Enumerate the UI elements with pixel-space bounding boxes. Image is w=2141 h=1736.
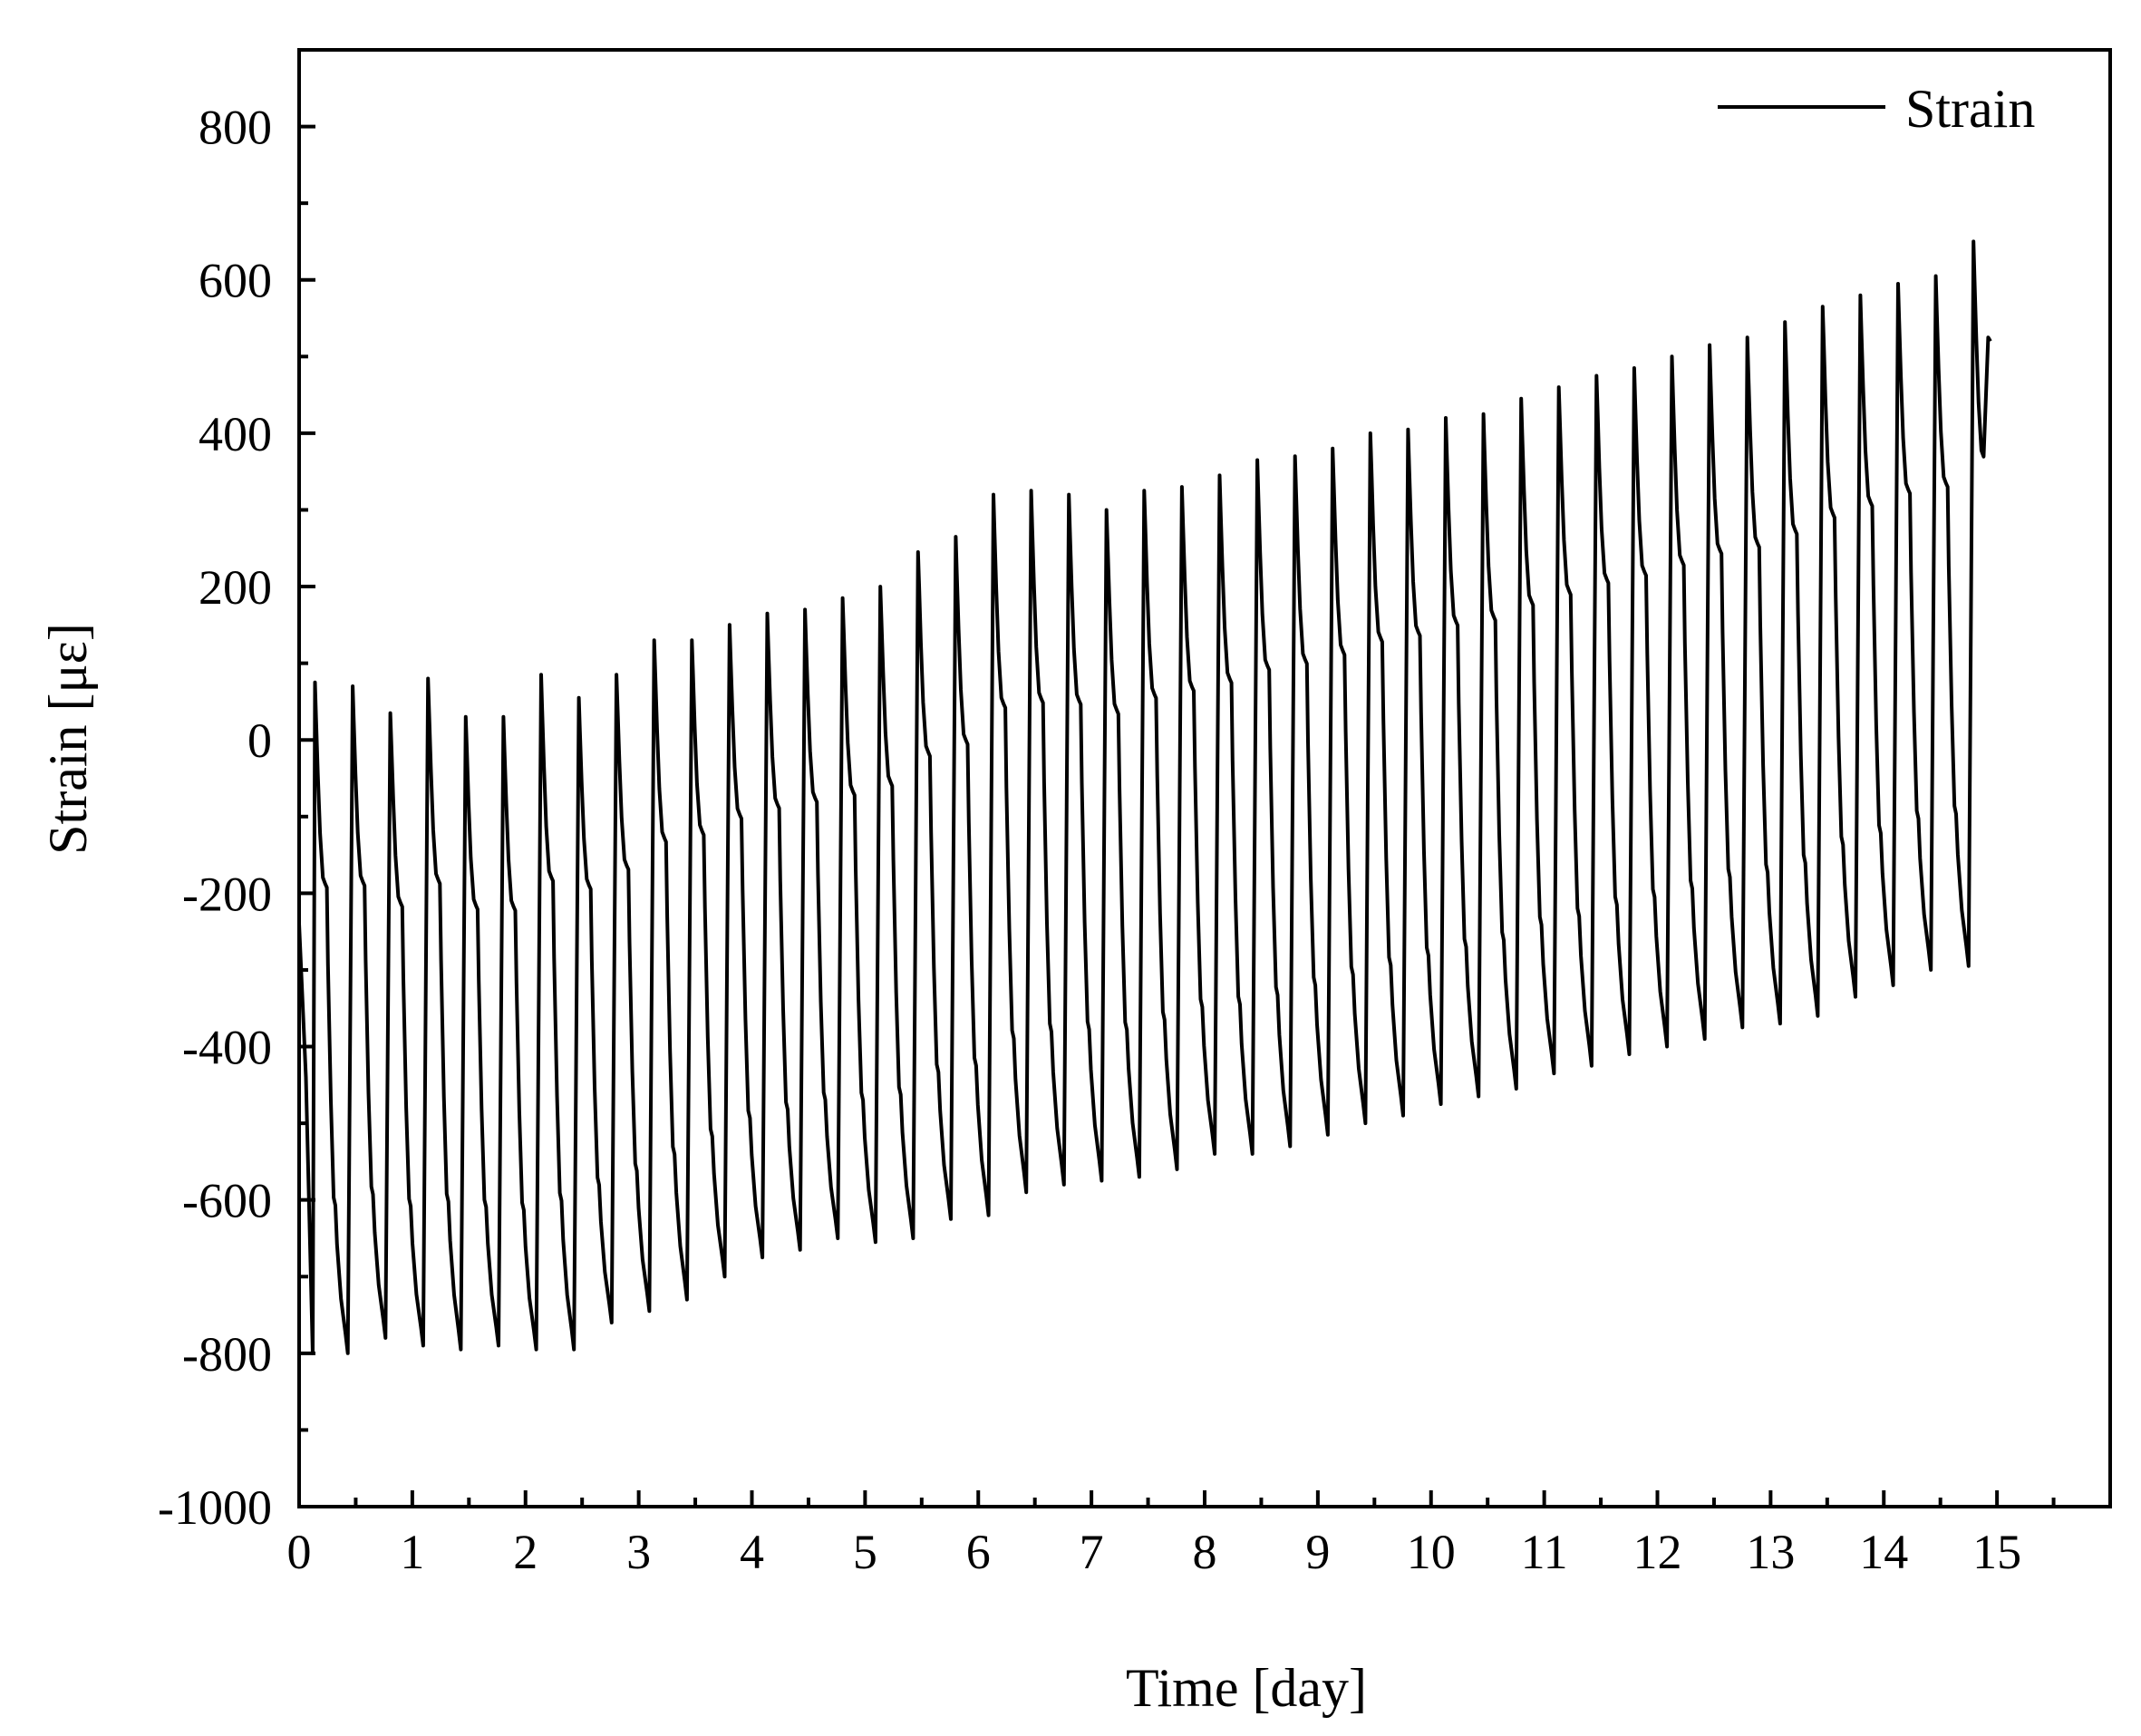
strain-series-line xyxy=(297,239,1992,1355)
y-tick-label: 600 xyxy=(199,254,272,308)
y-tick-label: -200 xyxy=(182,867,272,921)
x-tick-label: 2 xyxy=(513,1525,538,1579)
x-tick-label: 12 xyxy=(1633,1525,1682,1579)
x-tick-label: 5 xyxy=(853,1525,877,1579)
x-tick-label: 11 xyxy=(1521,1525,1568,1579)
x-tick-label: 15 xyxy=(1972,1525,2021,1579)
plot-frame xyxy=(297,48,2112,1508)
y-axis-ticks: -1000 -800 -600 -400 -200 0 200 400 600 800 xyxy=(158,48,315,1535)
y-tick-label: 800 xyxy=(199,101,272,155)
x-tick-label: 3 xyxy=(626,1525,651,1579)
y-tick-label: -600 xyxy=(182,1174,272,1228)
y-tick-label: 400 xyxy=(199,407,272,461)
x-tick-label: 9 xyxy=(1305,1525,1330,1579)
x-tick-label: 0 xyxy=(287,1525,312,1579)
y-tick-label: 0 xyxy=(247,713,272,768)
x-tick-label: 4 xyxy=(740,1525,764,1579)
x-tick-label: 6 xyxy=(966,1525,991,1579)
y-tick-label: -400 xyxy=(182,1021,272,1075)
x-tick-label: 14 xyxy=(1859,1525,1908,1579)
x-axis-title: Time [day] xyxy=(1126,1658,1367,1718)
x-tick-label: 10 xyxy=(1407,1525,1456,1579)
x-tick-label: 1 xyxy=(400,1525,424,1579)
y-tick-label: 200 xyxy=(199,560,272,615)
x-tick-label: 7 xyxy=(1080,1525,1104,1579)
x-tick-label: 13 xyxy=(1746,1525,1795,1579)
x-axis-ticks: 0 1 2 3 4 5 6 7 8 9 10 11 12 13 14 15 xyxy=(287,1490,2056,1579)
y-tick-label: -1000 xyxy=(158,1480,272,1535)
y-tick-label: -800 xyxy=(182,1327,272,1382)
y-axis-title: Strain [με] xyxy=(38,623,98,855)
legend-label-strain: Strain xyxy=(1905,79,2035,139)
legend: Strain xyxy=(1718,79,2035,139)
x-tick-label: 8 xyxy=(1193,1525,1217,1579)
